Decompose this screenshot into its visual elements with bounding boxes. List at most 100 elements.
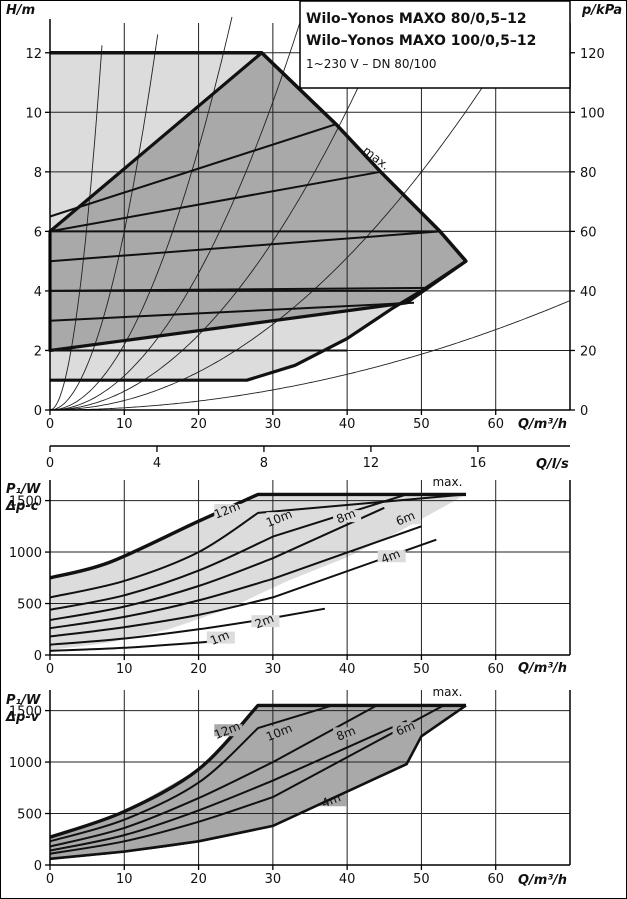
head-tick-label-y: 6 xyxy=(34,225,42,240)
head-tick-label-x: 50 xyxy=(413,417,430,432)
head-tick-label-y2: 80 xyxy=(580,166,597,181)
dpc-tick-label-y: 500 xyxy=(17,598,42,613)
head-tick-label-x: 20 xyxy=(190,417,207,432)
flow-ls-tick-label: 12 xyxy=(363,456,380,471)
dpc-series-label-bg xyxy=(206,631,235,644)
head-tick-label-y2: 0 xyxy=(580,404,588,419)
system-curve xyxy=(49,34,159,411)
dpv-series-label-bg xyxy=(392,722,421,735)
dpv-series-line xyxy=(49,704,333,843)
dpc-tick-label-x: 50 xyxy=(413,662,430,677)
head-y2label: p/kPa xyxy=(581,3,622,18)
head-tick-label-x: 10 xyxy=(116,417,133,432)
dpc-series-label: 1m xyxy=(208,628,231,648)
dpv-tick-label-x: 50 xyxy=(413,872,430,887)
dpc-ylabel: P₁/W xyxy=(6,482,41,497)
dpc-tick-label-y: 1000 xyxy=(9,546,42,561)
dpc-series-label: 6m xyxy=(394,508,417,528)
dpv-tick-label-y: 1000 xyxy=(9,756,42,771)
dpc-max-label: max. xyxy=(432,475,462,489)
dpv-tick-label-y: 500 xyxy=(17,808,42,823)
dpc-series-label: 8m xyxy=(334,506,357,526)
dpv-tick-label-y: 1500 xyxy=(9,705,42,720)
head-tick-label-y2: 60 xyxy=(580,225,597,240)
dpc-series-label-bg xyxy=(251,615,280,628)
flow-ls-tick-label: 8 xyxy=(260,456,268,471)
dpv-series-label-bg xyxy=(214,724,243,737)
dpv-series-label-bg xyxy=(318,794,347,807)
dpv-ylabel: P₁/W xyxy=(6,693,41,708)
head-dpv-line xyxy=(49,301,415,322)
dpc-series-line xyxy=(49,538,437,638)
dpc-tick-label-y: 1500 xyxy=(9,495,42,510)
head-tick-label-y2: 40 xyxy=(580,285,597,300)
dpc-series-line xyxy=(49,525,422,630)
title-line-1: Wilo–Yonos MAXO 80/0,5–12 xyxy=(306,11,527,27)
head-tick-label-y2: 20 xyxy=(580,344,597,359)
head-tick-label-y: 0 xyxy=(34,404,42,419)
dpc-series-label-bg xyxy=(214,503,243,516)
head-tick-label-y: 12 xyxy=(25,47,42,62)
dpc-series-label-bg xyxy=(333,510,362,523)
head-tick-label-x: 60 xyxy=(487,417,504,432)
dpc-tick-label-x: 10 xyxy=(116,662,133,677)
dpc-series-line xyxy=(49,492,466,580)
system-curve xyxy=(50,300,571,411)
dpc-series-label-bg xyxy=(392,512,421,525)
dpv-tick-label-y: 0 xyxy=(34,859,42,874)
dpc-tick-label-y: 0 xyxy=(34,649,42,664)
dpv-series-label-bg xyxy=(333,727,362,740)
dpv-mode-label: Δp-v xyxy=(5,710,40,725)
flow-ls-tick-label: 16 xyxy=(470,456,487,471)
head-tick-label-y: 2 xyxy=(34,344,42,359)
dpc-tick-label-x: 0 xyxy=(46,662,54,677)
dpc-tick-label-x: 40 xyxy=(339,662,356,677)
dpv-tick-label-x: 0 xyxy=(46,872,54,887)
dpc-series-line xyxy=(49,506,385,621)
dpv-tick-label-x: 40 xyxy=(339,872,356,887)
dpc-series-label-bg xyxy=(377,550,406,563)
dpv-series-label: 6m xyxy=(394,718,417,738)
dpc-mode-label: Δp-c xyxy=(5,499,39,514)
dpv-area xyxy=(50,705,466,859)
dpc-tick-label-x: 20 xyxy=(190,662,207,677)
head-tick-label-y: 8 xyxy=(34,166,42,181)
flow-ls-tick-label: 4 xyxy=(153,456,161,471)
dpv-series-label-bg xyxy=(266,726,295,739)
head-tick-label-y: 4 xyxy=(34,285,42,300)
dpv-series-label: 8m xyxy=(334,723,357,743)
head-tick-label-y2: 120 xyxy=(580,47,605,62)
head-tick-label-y2: 100 xyxy=(580,106,605,121)
head-dpv-line xyxy=(49,123,337,218)
dpv-series-line xyxy=(49,719,408,852)
head-tick-label-y: 10 xyxy=(25,106,42,121)
dpv-tick-label-x: 10 xyxy=(116,872,133,887)
dpv-series-line xyxy=(49,704,378,848)
dpc-series-label: 4m xyxy=(379,546,402,566)
flow-ls-tick-label: 0 xyxy=(46,456,54,471)
title-line-2: Wilo–Yonos MAXO 100/0,5–12 xyxy=(306,33,536,49)
head-dark-area xyxy=(50,52,466,351)
head-tick-label-x: 0 xyxy=(46,417,54,432)
head-tick-label-x: 40 xyxy=(339,417,356,432)
dpv-series-line xyxy=(49,704,445,855)
dpc-tick-label-x: 30 xyxy=(265,662,282,677)
head-dpv-line xyxy=(49,170,381,233)
head-xlabel: Q/m³/h xyxy=(518,417,567,432)
head-dpv-outline xyxy=(48,51,468,353)
system-curve xyxy=(49,16,233,411)
dpc-series-line xyxy=(49,493,407,611)
dpc-tick-label-x: 60 xyxy=(487,662,504,677)
dpc-series-label: 2m xyxy=(253,611,276,631)
head-ylabel: H/m xyxy=(6,3,35,18)
dpv-lower-edge xyxy=(49,704,467,861)
dpv-xlabel: Q/m³/h xyxy=(518,873,567,888)
dpv-tick-label-x: 60 xyxy=(487,872,504,887)
head-x2label: Q/l/s xyxy=(536,457,569,472)
dpc-xlabel: Q/m³/h xyxy=(518,661,567,676)
title-box xyxy=(299,0,571,89)
